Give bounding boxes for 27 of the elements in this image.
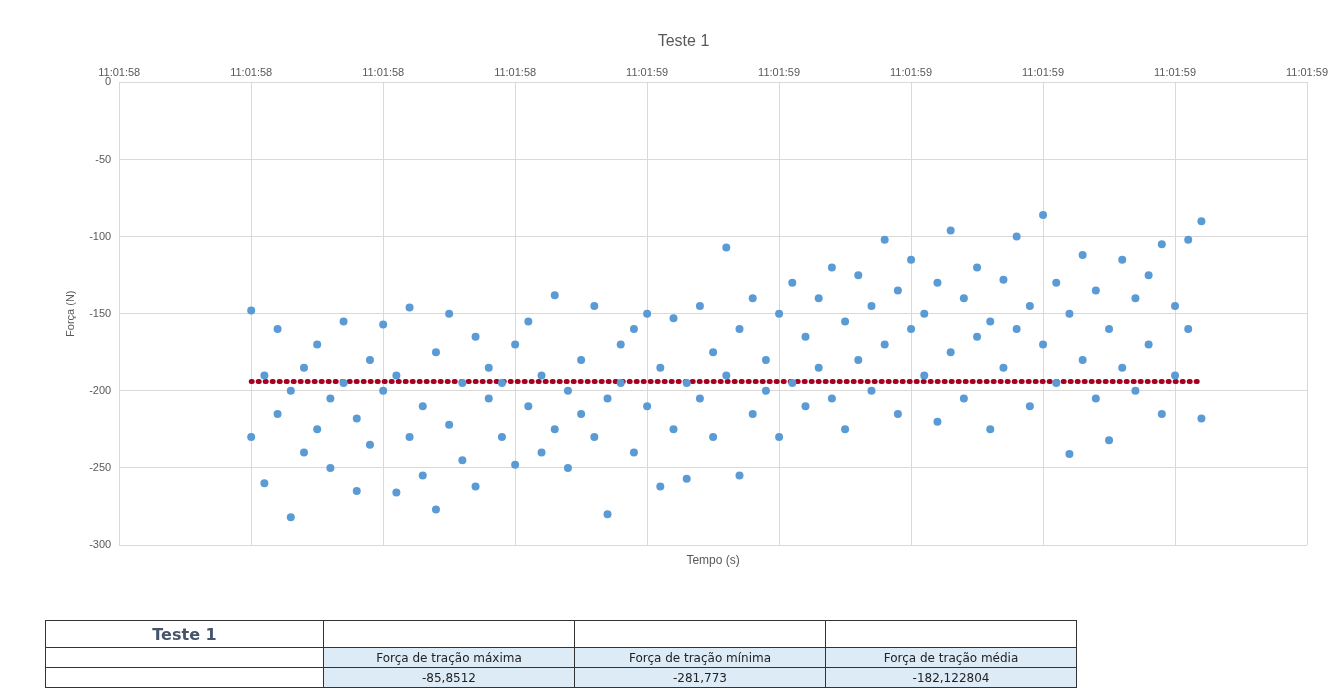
x-tick-label: 11:01:59 xyxy=(626,65,669,78)
y-axis-title: Força (N) xyxy=(63,290,76,337)
chart-title: Teste 1 xyxy=(657,32,710,50)
x-tick-label: 11:01:59 xyxy=(1154,65,1197,78)
text: -281,773 xyxy=(574,667,826,688)
text: Força de tração mínima xyxy=(574,647,826,668)
x-tick-label: 11:01:58 xyxy=(230,65,273,78)
text: Força de tração máxima xyxy=(323,647,575,668)
y-tick-label: -250 xyxy=(89,460,112,473)
y-tick-label: -100 xyxy=(89,229,112,242)
x-tick-label: 11:01:59 xyxy=(890,65,933,78)
text: Força de tração média xyxy=(825,647,1077,668)
y-tick-label: -50 xyxy=(95,152,112,165)
x-tick-label: 11:01:58 xyxy=(362,65,405,78)
text: -85,8512 xyxy=(323,667,575,688)
x-tick-label: 11:01:59 xyxy=(1285,65,1329,78)
y-tick-label: 0 xyxy=(105,75,112,88)
text: Teste 1 xyxy=(45,620,324,648)
y-tick-label: -300 xyxy=(89,538,112,551)
x-tick-label: 11:01:58 xyxy=(98,65,141,78)
y-tick-label: -200 xyxy=(89,383,112,396)
y-tick-label: -150 xyxy=(89,306,112,319)
x-tick-label: 11:01:58 xyxy=(494,65,537,78)
x-tick-label: 11:01:59 xyxy=(758,65,801,78)
text: -182,122804 xyxy=(825,667,1077,688)
x-tick-label: 11:01:59 xyxy=(1022,65,1065,78)
x-axis-title: Tempo (s) xyxy=(686,553,740,568)
